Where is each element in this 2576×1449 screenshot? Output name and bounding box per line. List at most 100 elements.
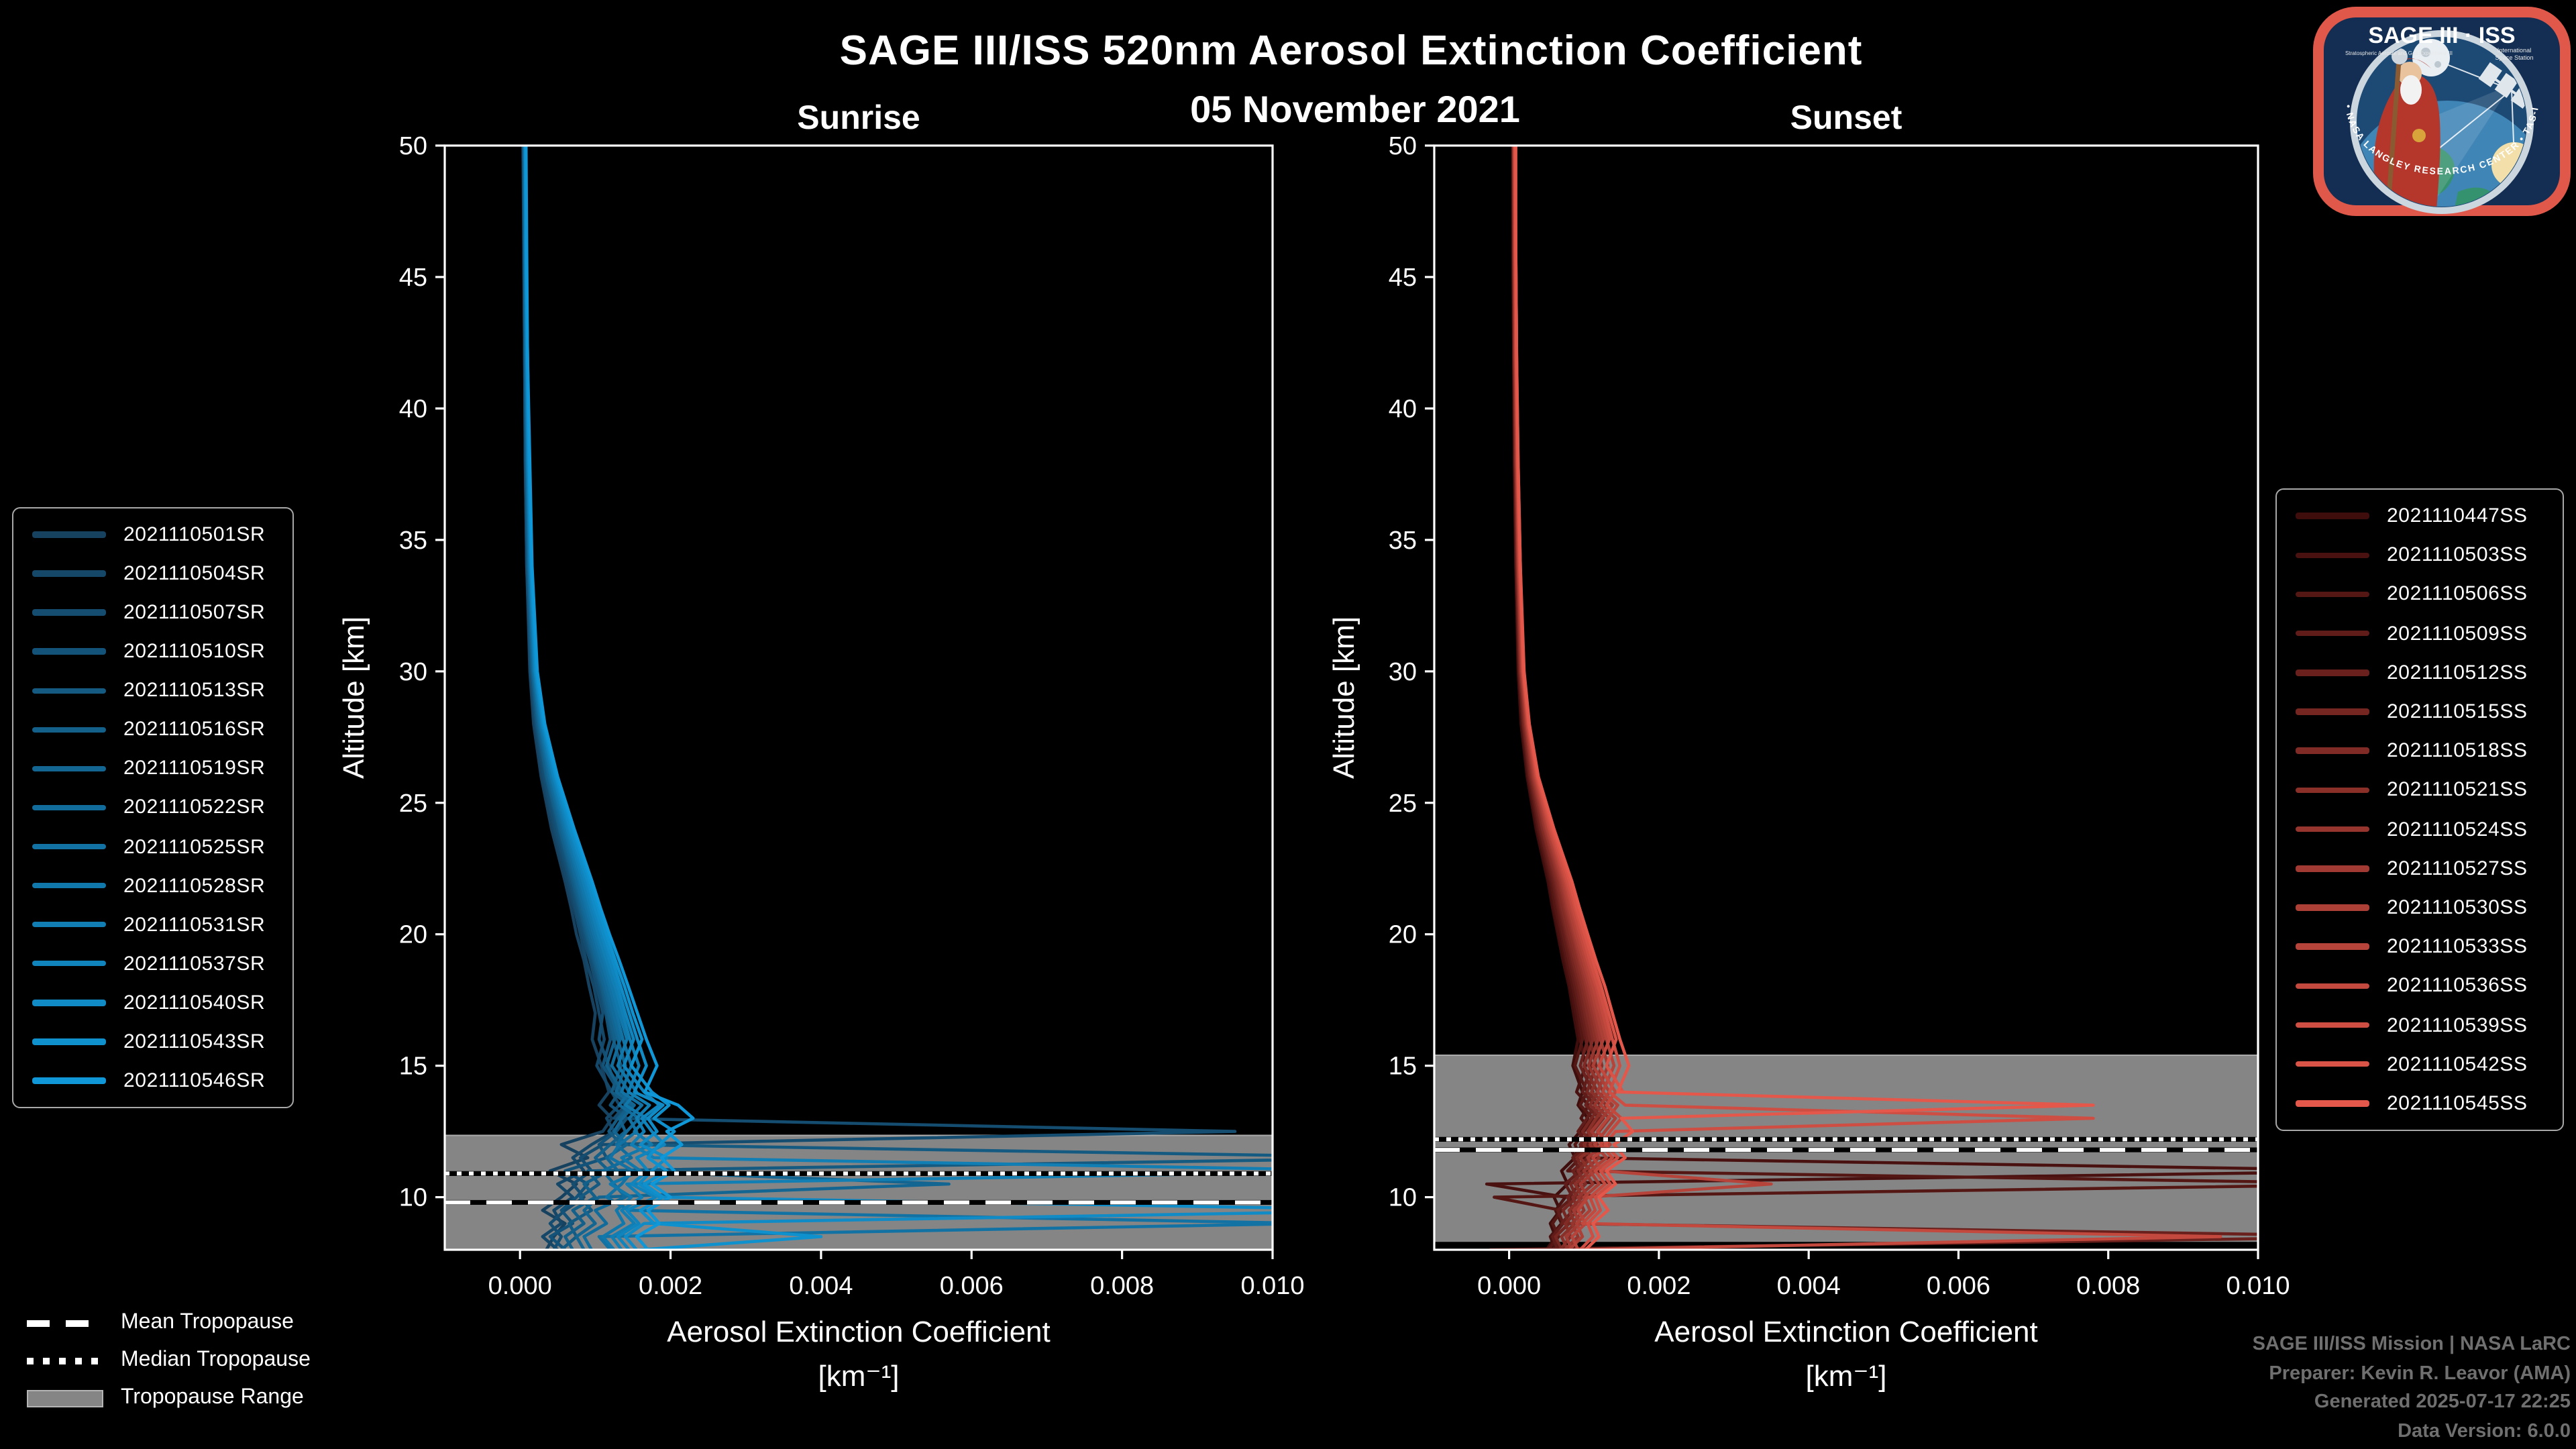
x-tick-label: 0.008 (2076, 1272, 2140, 1300)
legend-item-label: 2021110510SR (123, 640, 266, 663)
profile-line-2021110537SR (523, 146, 666, 1250)
legend-item: 2021110537SR (13, 945, 292, 982)
legend-item-label: 2021110524SS (2387, 818, 2528, 841)
sunrise-axes-frame (443, 144, 1274, 1251)
mean-tropopause-label: Mean Tropopause (121, 1311, 294, 1334)
legend-item-label: 2021110543SR (123, 1030, 266, 1053)
legend-item: 2021110507SR (13, 594, 292, 631)
y-tick-label: 50 (1389, 132, 1417, 160)
legend-item: 2021110545SS (2277, 1085, 2563, 1122)
legend-item-label: 2021110507SR (123, 601, 266, 625)
tropopause-range-label: Tropopause Range (121, 1386, 304, 1409)
y-tick-label: 25 (1389, 790, 1417, 818)
x-tick-label: 0.004 (1777, 1272, 1841, 1300)
dashed-line-swatch (27, 1320, 103, 1326)
legend-item: 2021110516SR (13, 711, 292, 749)
legend-item-label: 2021110527SS (2387, 857, 2528, 880)
legend-swatch-line (32, 688, 106, 694)
legend-item-label: 2021110504SR (123, 562, 266, 586)
legend-swatch-line (2296, 787, 2369, 794)
legend-swatch-line (32, 921, 106, 928)
staff-orb (2392, 48, 2408, 64)
logo-title: SAGE III · ISS (2368, 23, 2515, 48)
profile-line-2021110513SR (522, 146, 1273, 1250)
x-tick-label: 0.004 (789, 1272, 853, 1300)
x-tick-label: 0.000 (488, 1272, 552, 1300)
legend-swatch-line (32, 1038, 106, 1045)
legend-swatch-line (2296, 983, 2369, 989)
legend-item: 2021110524SS (2277, 810, 2563, 848)
legend-item: 2021110515SS (2277, 693, 2563, 731)
legend-item-label: 2021110545SS (2387, 1091, 2528, 1115)
x-axis-label-text: Aerosol Extinction Coefficient (1654, 1315, 2038, 1348)
x-tick-label: 0.008 (1090, 1272, 1154, 1300)
y-tick-label: 10 (399, 1184, 427, 1212)
y-tick-label: 45 (1389, 264, 1417, 292)
sunset-legend: 2021110447SS 2021110503SS 2021110506SS 2021… (2275, 488, 2564, 1131)
moon-crater (2421, 48, 2430, 57)
logo-art (2357, 39, 2526, 207)
legend-item: 2021110539SS (2277, 1006, 2563, 1044)
legend-swatch-line (32, 531, 106, 538)
legend-item-label: 2021110512SS (2387, 661, 2528, 684)
legend-item: 2021110546SR (13, 1062, 292, 1099)
legend-item: 2021110504SR (13, 555, 292, 592)
moon-crater (2434, 61, 2441, 68)
legend-swatch-line (32, 648, 106, 655)
legend-item: 2021110527SS (2277, 850, 2563, 888)
legend-swatch-line (2296, 904, 2369, 911)
logo-subtitle-left: Stratospheric Aerosol and Gas Experiment… (2345, 50, 2453, 56)
figure-title: SAGE III/ISS 520nm Aerosol Extinction Co… (839, 27, 1863, 74)
legend-item: 2021110518SS (2277, 732, 2563, 769)
legend-item: 2021110519SR (13, 750, 292, 788)
legend-swatch-line (2296, 513, 2369, 519)
legend-item: 2021110510SR (13, 633, 292, 670)
x-axis-unit: [km⁻¹] (818, 1359, 900, 1393)
legend-item: 2021110501SR (13, 516, 292, 553)
tropopause-range-legend-item: Tropopause Range (0, 1379, 311, 1417)
legend-swatch-line (2296, 943, 2369, 950)
sunrise-panel-title: Sunrise (797, 99, 920, 137)
y-tick-label: 40 (1389, 395, 1417, 423)
logo-subtitle-right-1: International (2498, 47, 2532, 54)
legend-item-label: 2021110513SR (123, 679, 266, 702)
legend-item: 2021110503SS (2277, 537, 2563, 574)
legend-swatch-line (32, 727, 106, 733)
legend-item: 2021110521SS (2277, 771, 2563, 809)
legend-item-label: 2021110506SS (2387, 582, 2528, 606)
y-tick-label: 50 (399, 132, 427, 160)
legend-item: 2021110513SR (13, 672, 292, 710)
legend-item-label: 2021110540SR (123, 991, 266, 1014)
legend-swatch-line (2296, 708, 2369, 715)
y-tick-label: 30 (1389, 658, 1417, 686)
legend-item: 2021110531SR (13, 906, 292, 943)
legend-item-label: 2021110501SR (123, 523, 266, 547)
legend-item-label: 2021110521SS (2387, 778, 2528, 802)
legend-swatch-line (32, 843, 106, 850)
staff-icon (2385, 60, 2402, 207)
legend-item-label: 2021110536SS (2387, 974, 2528, 998)
gray-band-swatch (27, 1389, 103, 1407)
profile-line-2021110545SS (1514, 146, 2095, 1250)
legend-item-label: 2021110539SS (2387, 1014, 2528, 1037)
legend-item: 2021110506SS (2277, 576, 2563, 613)
legend-swatch-line (32, 1000, 106, 1006)
legend-item-label: 2021110537SR (123, 952, 266, 975)
sunrise-plot: 10 15 20 25 30 35 40 45 50 0.000 0.002 0.004 0.006 0.… (399, 132, 1305, 1300)
sunset-y-axis-label: Altitude [km] (1327, 616, 1360, 780)
legend-swatch-line (2296, 865, 2369, 872)
logo-subtitle-right-2: Space Station (2495, 54, 2533, 61)
wizard-beard (2400, 75, 2422, 105)
figure-date: 05 November 2021 (1190, 89, 1520, 130)
sunrise-y-axis-label: Altitude [km] (337, 616, 370, 780)
legend-swatch-line (2296, 1061, 2369, 1067)
x-tick-label: 0.010 (1240, 1272, 1304, 1300)
legend-item: 2021110528SR (13, 867, 292, 904)
legend-swatch-line (32, 765, 106, 772)
sunset-x-axis-label: Aerosol Extinction Coefficient [km⁻¹] (1654, 1309, 2038, 1398)
y-tick-label: 20 (399, 921, 427, 949)
legend-item-label: 2021110519SR (123, 757, 266, 780)
legend-item: 2021110540SR (13, 984, 292, 1022)
sunset-plot: 10 15 20 25 30 35 40 45 50 0.000 0.002 0.004 0.006 0.… (1389, 132, 2290, 1300)
legend-item-label: 2021110546SR (123, 1069, 266, 1092)
